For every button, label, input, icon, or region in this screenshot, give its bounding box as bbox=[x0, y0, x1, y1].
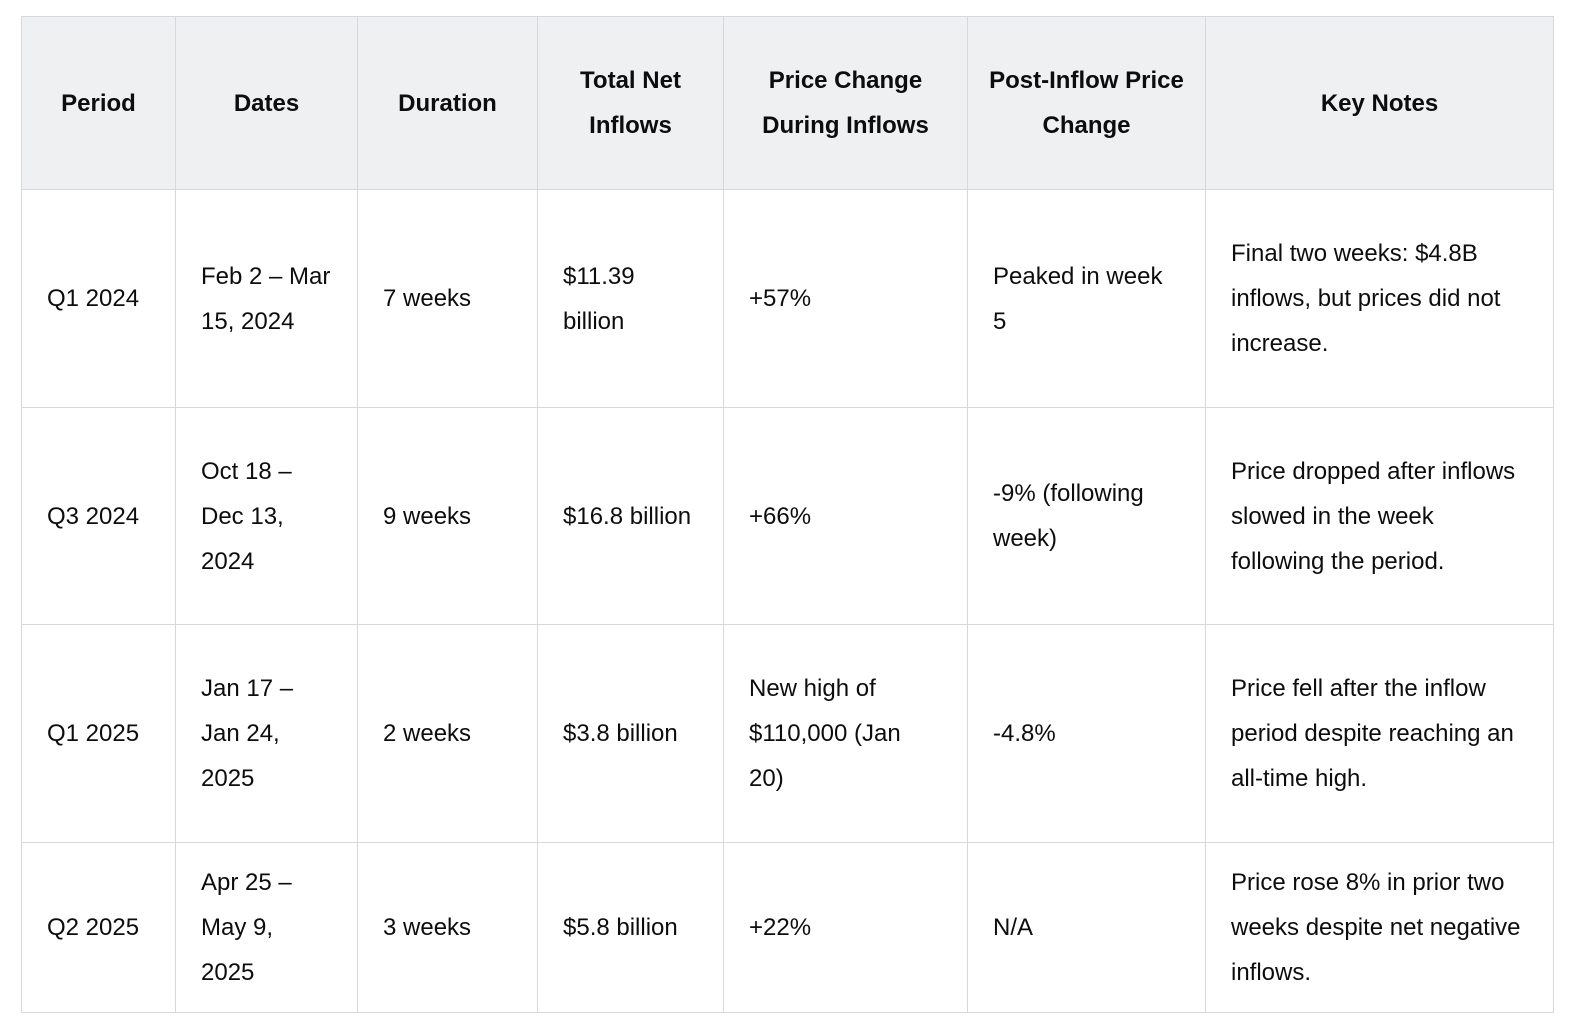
cell-dates: Oct 18 – Dec 13, 2024 bbox=[175, 407, 358, 625]
table-row: Q2 2025 Apr 25 – May 9, 2025 3 weeks $5.… bbox=[21, 842, 1554, 1013]
column-header-price-change-during-inflows: Price Change During Inflows bbox=[723, 16, 968, 190]
cell-duration: 7 weeks bbox=[357, 189, 538, 408]
cell-dates: Feb 2 – Mar 15, 2024 bbox=[175, 189, 358, 408]
cell-price-change: New high of $110,000 (Jan 20) bbox=[723, 624, 968, 843]
table-row: Q1 2024 Feb 2 – Mar 15, 2024 7 weeks $11… bbox=[21, 189, 1554, 408]
column-header-period: Period bbox=[21, 16, 176, 190]
cell-duration: 2 weeks bbox=[357, 624, 538, 843]
header-row: Period Dates Duration Total Net Inflows … bbox=[21, 16, 1554, 190]
cell-price-change: +66% bbox=[723, 407, 968, 625]
table-header: Period Dates Duration Total Net Inflows … bbox=[21, 16, 1554, 190]
cell-key-notes: Price dropped after inflows slowed in th… bbox=[1205, 407, 1554, 625]
cell-post-inflow-change: -4.8% bbox=[967, 624, 1206, 843]
cell-duration: 3 weeks bbox=[357, 842, 538, 1013]
column-header-total-net-inflows: Total Net Inflows bbox=[537, 16, 724, 190]
column-header-post-inflow-price-change: Post-Inflow Price Change bbox=[967, 16, 1206, 190]
cell-period: Q2 2025 bbox=[21, 842, 176, 1013]
table-body: Q1 2024 Feb 2 – Mar 15, 2024 7 weeks $11… bbox=[21, 189, 1554, 1013]
cell-price-change: +22% bbox=[723, 842, 968, 1013]
column-header-dates: Dates bbox=[175, 16, 358, 190]
cell-key-notes: Final two weeks: $4.8B inflows, but pric… bbox=[1205, 189, 1554, 408]
cell-period: Q1 2025 bbox=[21, 624, 176, 843]
table-row: Q1 2025 Jan 17 – Jan 24, 2025 2 weeks $3… bbox=[21, 624, 1554, 843]
cell-key-notes: Price rose 8% in prior two weeks despite… bbox=[1205, 842, 1554, 1013]
cell-post-inflow-change: N/A bbox=[967, 842, 1206, 1013]
column-header-key-notes: Key Notes bbox=[1205, 16, 1554, 190]
cell-post-inflow-change: -9% (following week) bbox=[967, 407, 1206, 625]
cell-dates: Apr 25 – May 9, 2025 bbox=[175, 842, 358, 1013]
cell-total-net-inflows: $11.39 billion bbox=[537, 189, 724, 408]
cell-dates: Jan 17 – Jan 24, 2025 bbox=[175, 624, 358, 843]
cell-period: Q1 2024 bbox=[21, 189, 176, 408]
cell-total-net-inflows: $5.8 billion bbox=[537, 842, 724, 1013]
cell-period: Q3 2024 bbox=[21, 407, 176, 625]
cell-price-change: +57% bbox=[723, 189, 968, 408]
cell-total-net-inflows: $16.8 billion bbox=[537, 407, 724, 625]
column-header-duration: Duration bbox=[357, 16, 538, 190]
cell-total-net-inflows: $3.8 billion bbox=[537, 624, 724, 843]
table-row: Q3 2024 Oct 18 – Dec 13, 2024 9 weeks $1… bbox=[21, 407, 1554, 625]
inflow-periods-table: Period Dates Duration Total Net Inflows … bbox=[21, 16, 1554, 1013]
cell-key-notes: Price fell after the inflow period despi… bbox=[1205, 624, 1554, 843]
cell-post-inflow-change: Peaked in week 5 bbox=[967, 189, 1206, 408]
cell-duration: 9 weeks bbox=[357, 407, 538, 625]
